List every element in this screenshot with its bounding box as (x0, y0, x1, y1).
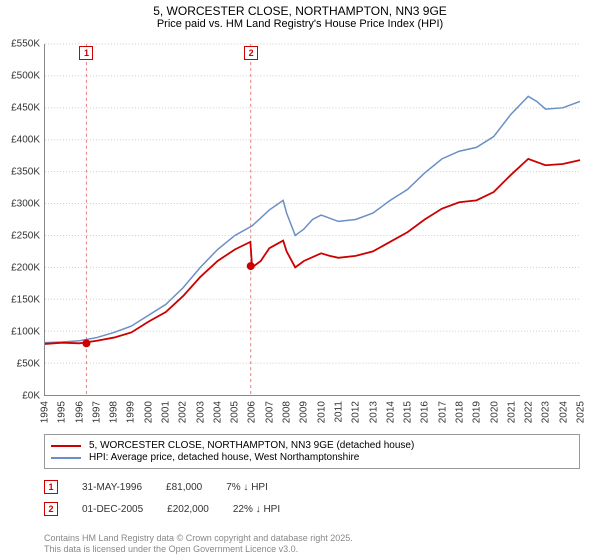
sale-date: 01-DEC-2005 (82, 504, 143, 515)
x-axis-label: 2013 (368, 401, 379, 423)
x-axis-label: 1998 (109, 401, 120, 423)
x-axis-label: 2016 (420, 401, 431, 423)
legend-label: 5, WORCESTER CLOSE, NORTHAMPTON, NN3 9GE… (89, 440, 414, 451)
y-axis-label: £0K (22, 391, 40, 402)
x-axis-label: 2024 (558, 401, 569, 423)
chart-marker-badge: 1 (79, 46, 93, 60)
x-axis-label: 1995 (57, 401, 68, 423)
x-axis-label: 2003 (195, 401, 206, 423)
chart-title: 5, WORCESTER CLOSE, NORTHAMPTON, NN3 9GE (0, 0, 600, 18)
x-axis-label: 2000 (143, 401, 154, 423)
x-axis-label: 2007 (264, 401, 275, 423)
x-axis-label: 2020 (489, 401, 500, 423)
x-axis-label: 2025 (576, 401, 587, 423)
x-axis-label: 2012 (351, 401, 362, 423)
sale-price: £81,000 (166, 482, 202, 493)
x-axis-label: 2005 (230, 401, 241, 423)
sale-price: £202,000 (167, 504, 209, 515)
x-axis-label: 1996 (74, 401, 85, 423)
y-axis-label: £150K (11, 295, 40, 306)
x-axis-label: 2014 (385, 401, 396, 423)
chart-subtitle: Price paid vs. HM Land Registry's House … (0, 18, 600, 36)
legend-item-hpi: HPI: Average price, detached house, West… (51, 452, 573, 463)
x-axis-label: 2023 (541, 401, 552, 423)
x-axis-label: 1994 (40, 401, 51, 423)
chart-marker-badge: 2 (244, 46, 258, 60)
sale-delta: 22% ↓ HPI (233, 504, 280, 515)
x-axis-label: 2018 (454, 401, 465, 423)
y-axis-label: £200K (11, 263, 40, 274)
x-axis-label: 2021 (506, 401, 517, 423)
x-axis-label: 1999 (126, 401, 137, 423)
x-axis-label: 2008 (282, 401, 293, 423)
marker-badge: 1 (44, 480, 58, 494)
y-axis-label: £300K (11, 199, 40, 210)
x-axis-label: 2019 (472, 401, 483, 423)
attribution-text: Contains HM Land Registry data © Crown c… (44, 533, 353, 556)
x-axis-label: 2009 (299, 401, 310, 423)
y-axis-label: £400K (11, 135, 40, 146)
y-axis-label: £450K (11, 103, 40, 114)
x-axis-label: 2010 (316, 401, 327, 423)
x-axis-label: 2011 (333, 401, 344, 423)
sale-record-1: 1 31-MAY-1996 £81,000 7% ↓ HPI (44, 480, 268, 494)
sale-delta: 7% ↓ HPI (226, 482, 268, 493)
chart-plot-area: £0K£50K£100K£150K£200K£250K£300K£350K£40… (44, 44, 580, 396)
sale-record-2: 2 01-DEC-2005 £202,000 22% ↓ HPI (44, 502, 280, 516)
x-axis-label: 2017 (437, 401, 448, 423)
x-axis-label: 2015 (403, 401, 414, 423)
y-axis-label: £50K (17, 359, 40, 370)
y-axis-label: £100K (11, 327, 40, 338)
legend: 5, WORCESTER CLOSE, NORTHAMPTON, NN3 9GE… (44, 434, 580, 469)
x-axis-label: 2006 (247, 401, 258, 423)
x-axis-label: 2002 (178, 401, 189, 423)
y-axis-label: £250K (11, 231, 40, 242)
x-axis-label: 2022 (524, 401, 535, 423)
y-axis-label: £500K (11, 71, 40, 82)
sale-date: 31-MAY-1996 (82, 482, 142, 493)
x-axis-label: 1997 (91, 401, 102, 423)
y-axis-label: £350K (11, 167, 40, 178)
x-axis-label: 2004 (212, 401, 223, 423)
legend-label: HPI: Average price, detached house, West… (89, 452, 359, 463)
marker-badge: 2 (44, 502, 58, 516)
y-axis-label: £550K (11, 39, 40, 50)
x-axis-label: 2001 (161, 401, 172, 423)
legend-item-price: 5, WORCESTER CLOSE, NORTHAMPTON, NN3 9GE… (51, 440, 573, 451)
